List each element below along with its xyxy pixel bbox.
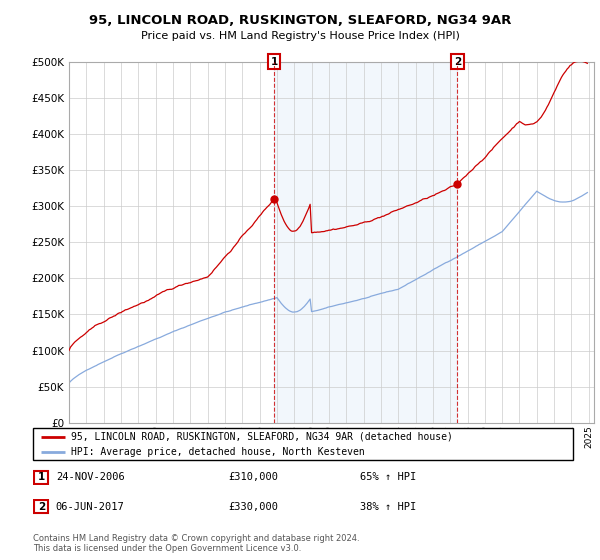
Bar bbox=[274, 62, 457, 423]
Text: £310,000: £310,000 bbox=[228, 472, 278, 482]
Text: 24-NOV-2006: 24-NOV-2006 bbox=[56, 472, 125, 482]
Text: 95, LINCOLN ROAD, RUSKINGTON, SLEAFORD, NG34 9AR (detached house): 95, LINCOLN ROAD, RUSKINGTON, SLEAFORD, … bbox=[71, 432, 452, 442]
FancyBboxPatch shape bbox=[34, 500, 49, 514]
Text: Contains HM Land Registry data © Crown copyright and database right 2024.
This d: Contains HM Land Registry data © Crown c… bbox=[33, 534, 359, 553]
Text: HPI: Average price, detached house, North Kesteven: HPI: Average price, detached house, Nort… bbox=[71, 446, 365, 456]
Text: 1: 1 bbox=[38, 472, 45, 482]
Text: 38% ↑ HPI: 38% ↑ HPI bbox=[360, 502, 416, 512]
Text: Price paid vs. HM Land Registry's House Price Index (HPI): Price paid vs. HM Land Registry's House … bbox=[140, 31, 460, 41]
FancyBboxPatch shape bbox=[33, 428, 573, 460]
Text: 06-JUN-2017: 06-JUN-2017 bbox=[56, 502, 125, 512]
Text: 65% ↑ HPI: 65% ↑ HPI bbox=[360, 472, 416, 482]
Text: 1: 1 bbox=[271, 57, 278, 67]
Text: 2: 2 bbox=[38, 502, 45, 512]
FancyBboxPatch shape bbox=[34, 470, 49, 484]
Text: 2: 2 bbox=[454, 57, 461, 67]
Text: 95, LINCOLN ROAD, RUSKINGTON, SLEAFORD, NG34 9AR: 95, LINCOLN ROAD, RUSKINGTON, SLEAFORD, … bbox=[89, 14, 511, 27]
Text: £330,000: £330,000 bbox=[228, 502, 278, 512]
